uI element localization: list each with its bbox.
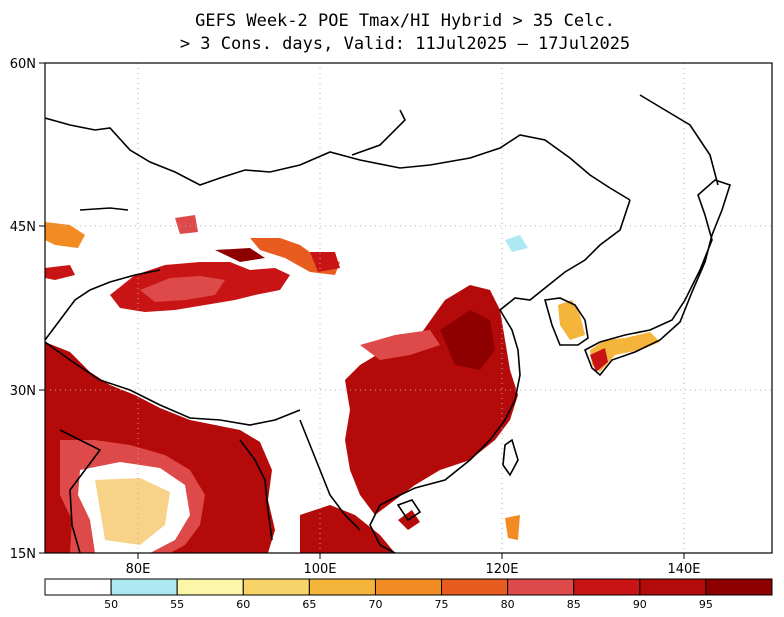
longitude-labels: 80E 100E 120E 140E [126,562,701,577]
heat-region-tarim-interior [140,276,225,302]
low-prob-northeast [505,235,528,252]
heat-region-philippines [505,515,520,540]
lat-label-15n: 15N [10,547,36,562]
coastlines-and-borders [45,94,732,553]
heat-region-kazakhstan [45,222,85,248]
colorbar-label: 55 [170,598,184,611]
colorbar-swatch [639,578,707,596]
heat-region-kyushu [590,348,608,372]
colorbar: 50 55 60 65 70 75 80 85 90 95 [44,578,773,611]
lon-label-140e: 140E [667,562,700,577]
heat-region-turpan [215,248,265,262]
sakhalin-coast [639,94,719,186]
colorbar-label: 60 [236,598,250,611]
japan-outline [583,179,732,377]
colorbar-label: 95 [699,598,713,611]
china-coastline [369,199,631,553]
bay-of-bengal-coast [239,439,273,541]
baikal-outline [351,109,406,156]
colorbar-label: 70 [368,598,382,611]
korean-peninsula [543,297,589,346]
indochina-border [299,419,361,531]
hainan-outline [396,499,422,522]
heat-region-korea [558,300,585,340]
colorbar-swatch [308,578,376,596]
colorbar-label: 90 [633,598,647,611]
map-title-line1: GEFS Week-2 POE Tmax/HI Hybrid > 35 Celc… [195,11,615,31]
lat-label-30n: 30N [10,384,36,399]
heat-region-gobi [310,252,340,272]
colorbar-swatch [242,578,310,596]
heat-region-dzungaria [175,215,198,234]
himalaya-border [45,341,301,426]
colorbar-swatch [507,578,575,596]
map-panel [44,62,773,554]
heat-core-east-china [440,310,495,370]
colorbar-label: 50 [104,598,118,611]
lon-label-120e: 120E [485,562,518,577]
taiwan-outline [502,438,519,477]
colorbar-label: 65 [302,598,316,611]
colorbar-swatch [705,578,773,596]
axis-ticks [39,62,685,559]
heat-region-deccan [95,478,170,545]
colorbar-swatch [110,578,178,596]
colorbar-swatch [441,578,509,596]
western-border [45,269,161,341]
colorbar-swatch [176,578,244,596]
colorbar-label: 75 [435,598,449,611]
heat-region-central-china [360,330,440,360]
colorbar-swatch [44,578,112,596]
lat-label-60n: 60N [10,57,36,72]
heat-region-indochina [300,505,395,553]
heat-region-caspian [45,265,75,280]
balkhash-outline [79,207,129,211]
lon-label-100e: 100E [303,562,336,577]
colorbar-swatch [374,578,443,596]
probability-shading [45,215,660,553]
colorbar-label: 85 [567,598,581,611]
lon-label-80e: 80E [126,562,151,577]
colorbar-swatch [573,578,641,596]
latitude-labels: 60N 45N 30N 15N [10,57,36,562]
india-coast [59,429,102,553]
map-frame [44,62,773,554]
colorbar-label: 80 [501,598,515,611]
map-title-line2: > 3 Cons. days, Valid: 11Jul2025 – 17Jul… [180,34,630,54]
lat-label-45n: 45N [10,220,36,235]
northern-border [45,117,631,201]
